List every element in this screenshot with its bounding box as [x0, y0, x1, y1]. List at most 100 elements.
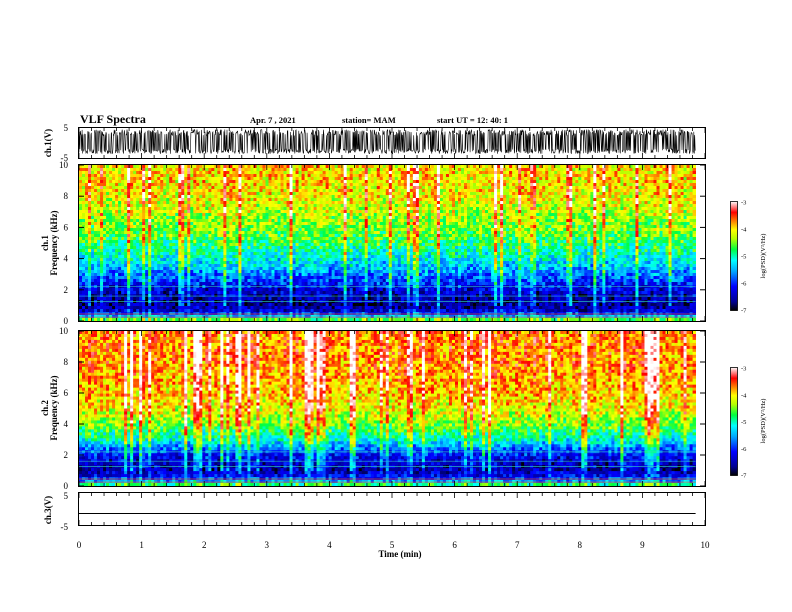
spectrogram-cell	[139, 306, 142, 309]
spectrogram-cell	[127, 273, 130, 276]
spectrogram-cell	[151, 186, 154, 189]
spectrogram-cell	[109, 207, 112, 210]
spectrogram-cell	[103, 303, 106, 306]
spectrogram-cell	[82, 207, 85, 210]
spectrogram-cell	[133, 243, 136, 246]
spectrogram-cell	[160, 252, 163, 255]
spectrogram-cell	[118, 183, 121, 186]
spectrogram-cell	[130, 273, 133, 276]
spectrogram-cell	[163, 204, 166, 207]
spectrogram-cell	[148, 282, 151, 285]
spectrogram-cell	[103, 291, 106, 294]
spectrogram-cell	[85, 204, 88, 207]
spectrogram-cell	[106, 240, 109, 243]
spectrogram-cell	[100, 180, 103, 183]
spectrogram-cell	[142, 255, 145, 258]
spectrogram-cell	[163, 243, 166, 246]
spectrogram-cell	[91, 198, 94, 201]
spectrogram-cell	[136, 189, 139, 192]
spectrogram-cell	[85, 252, 88, 255]
spectrogram-cell	[109, 255, 112, 258]
spectrogram-cell	[145, 216, 148, 219]
spectrogram-cell	[148, 279, 151, 282]
spectrogram-cell	[121, 165, 124, 168]
spectrogram-cell	[88, 192, 91, 195]
spectrogram-cell	[136, 174, 139, 177]
spectrogram-cell	[85, 258, 88, 261]
spectrogram-cell	[79, 213, 82, 216]
spectrogram-cell	[91, 261, 94, 264]
spectrogram-cell	[85, 183, 88, 186]
spectrogram-cell	[103, 231, 106, 234]
spectrogram-cell	[130, 201, 133, 204]
spectrogram-cell	[142, 216, 145, 219]
spectrogram-cell	[85, 225, 88, 228]
spectrogram-cell	[88, 291, 91, 294]
spectrogram-cell	[79, 171, 82, 174]
spectrogram-cell	[157, 186, 160, 189]
spectrogram-cell	[106, 165, 109, 168]
spectrogram-cell	[106, 276, 109, 279]
spectrogram-cell	[106, 195, 109, 198]
spectrogram-cell	[85, 309, 88, 312]
spectrogram-cell	[115, 297, 118, 300]
spectrogram-cell	[88, 267, 91, 270]
spectrogram-cell	[130, 174, 133, 177]
spectrogram-cell	[145, 282, 148, 285]
spectrogram-cell	[130, 165, 133, 168]
spectrogram-cell	[79, 207, 82, 210]
spectrogram-cell	[148, 180, 151, 183]
spectrogram-cell	[121, 252, 124, 255]
spectrogram-cell	[139, 219, 142, 222]
spectrogram-cell	[112, 165, 115, 168]
spectrogram-cell	[136, 198, 139, 201]
spectrogram-cell	[154, 186, 157, 189]
spectrogram-cell	[163, 168, 166, 171]
spectrogram-cell	[145, 237, 148, 240]
spectrogram-cell	[82, 237, 85, 240]
spectrogram-cell	[115, 264, 118, 267]
spectrogram-cell	[124, 306, 127, 309]
spectrogram-cell	[160, 210, 163, 213]
spectrogram-cell	[127, 207, 130, 210]
spectrogram-cell	[130, 291, 133, 294]
spectrogram-cell	[160, 270, 163, 273]
spectrogram-cell	[145, 189, 148, 192]
spectrogram-cell	[88, 180, 91, 183]
spectrogram-cell	[154, 165, 157, 168]
spectrogram-cell	[106, 297, 109, 300]
spectrogram-cell	[91, 195, 94, 198]
spectrogram-cell	[142, 270, 145, 273]
spectrogram-cell	[91, 264, 94, 267]
spectrogram-cell	[121, 303, 124, 306]
spectrogram-cell	[85, 216, 88, 219]
spectrogram-cell	[118, 174, 121, 177]
spectrogram-cell	[160, 177, 163, 180]
spectrogram-cell	[154, 252, 157, 255]
spectrogram-cell	[94, 165, 97, 168]
spectrogram-cell	[124, 318, 127, 321]
spectrogram-cell	[79, 279, 82, 282]
spectrogram-cell	[154, 282, 157, 285]
spectrogram-cell	[142, 267, 145, 270]
spectrogram-cell	[100, 240, 103, 243]
spectrogram-cell	[100, 186, 103, 189]
spectrogram-cell	[106, 201, 109, 204]
spectrogram-cell	[94, 243, 97, 246]
spectrogram-cell	[160, 201, 163, 204]
spectrogram-cell	[97, 165, 100, 168]
spectrogram-cell	[88, 240, 91, 243]
spectrogram-cell	[118, 234, 121, 237]
spectrogram-cell	[124, 165, 127, 168]
spectrogram-cell	[106, 189, 109, 192]
spectrogram-cell	[97, 210, 100, 213]
spectrogram-cell	[142, 318, 145, 321]
spectrogram-cell	[154, 243, 157, 246]
spectrogram-cell	[148, 315, 151, 318]
spectrogram-cell	[145, 180, 148, 183]
spectrogram-cell	[85, 213, 88, 216]
spectrogram-cell	[115, 189, 118, 192]
spectrogram-cell	[115, 192, 118, 195]
spectrogram-cell	[100, 192, 103, 195]
spectrogram-cell	[142, 279, 145, 282]
